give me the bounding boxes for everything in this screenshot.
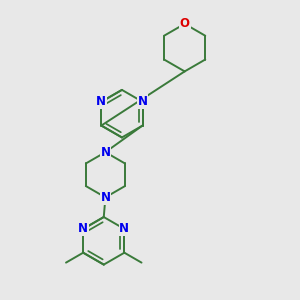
Text: N: N (100, 146, 110, 159)
Text: N: N (119, 222, 129, 236)
Text: N: N (100, 191, 110, 204)
Text: N: N (137, 95, 148, 108)
Text: N: N (96, 95, 106, 108)
Text: N: N (78, 222, 88, 236)
Text: O: O (180, 17, 190, 30)
